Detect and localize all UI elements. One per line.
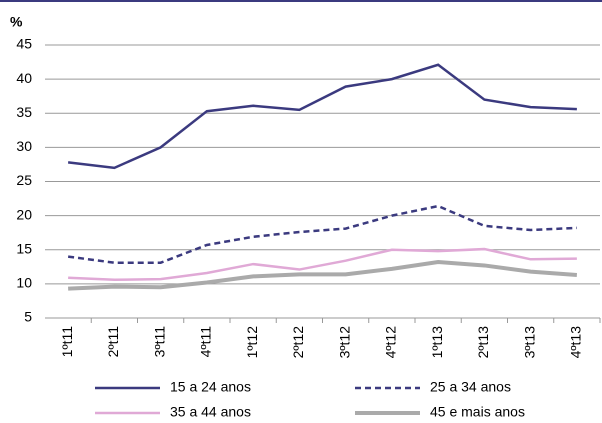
x-tick-label: 3ºt12 <box>336 326 352 359</box>
y-tick-label: 35 <box>16 104 32 120</box>
legend-label: 25 a 34 anos <box>430 379 511 395</box>
x-tick-label: 4ºt13 <box>568 326 584 359</box>
x-tick-label: 4ºt11 <box>198 326 214 358</box>
y-tick-label: 40 <box>16 70 32 86</box>
x-tick-label: 2ºt13 <box>475 326 491 359</box>
legend-label: 15 a 24 anos <box>170 379 251 395</box>
series-line <box>68 260 578 291</box>
y-tick-label: 20 <box>16 206 32 222</box>
y-tick-label: 15 <box>16 240 32 256</box>
legend-label: 35 a 44 anos <box>170 404 251 420</box>
x-tick-label: 4ºt12 <box>383 326 399 359</box>
x-tick-label: 2ºt12 <box>290 326 306 359</box>
y-tick-label: 25 <box>16 172 32 188</box>
y-tick-label: 45 <box>16 36 32 52</box>
x-tick-label: 1ºt12 <box>244 326 260 359</box>
x-tick-label: 1ºt11 <box>59 326 75 358</box>
y-tick-label: 10 <box>16 275 32 291</box>
y-axis-label: % <box>10 14 23 30</box>
y-tick-label: 30 <box>16 138 32 154</box>
series-line <box>68 247 577 282</box>
x-tick-label: 3ºt11 <box>151 326 167 358</box>
x-tick-label: 1ºt13 <box>429 326 445 359</box>
x-tick-label: 3ºt13 <box>521 326 537 359</box>
y-tick-label: 5 <box>24 309 32 325</box>
series-line <box>67 63 577 170</box>
legend-label: 45 e mais anos <box>430 404 525 420</box>
series-line <box>67 204 577 264</box>
x-tick-label: 2ºt11 <box>105 326 121 358</box>
